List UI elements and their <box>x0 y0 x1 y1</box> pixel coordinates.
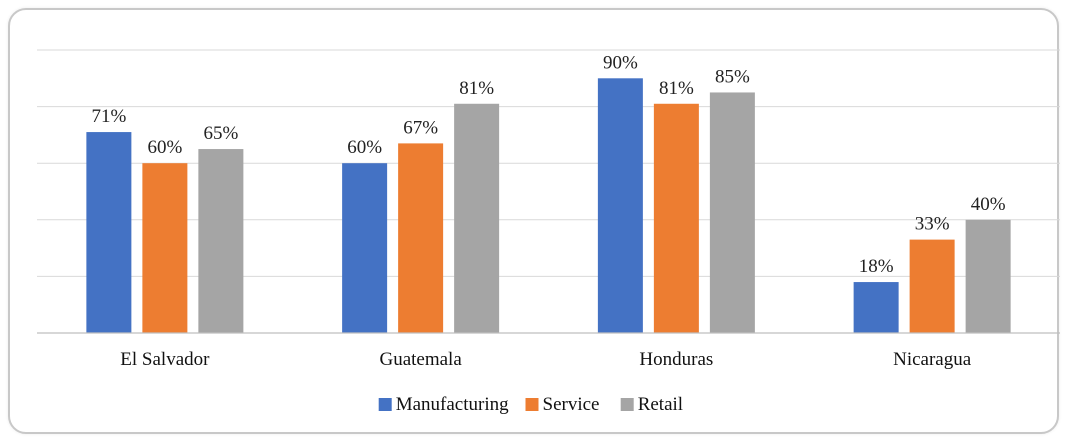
data-label: 60% <box>347 137 382 158</box>
bar-manufacturing-honduras <box>597 78 643 333</box>
data-label: 90% <box>603 52 638 73</box>
data-labels: 71% 60% 65% 60% 67% 81% 90% 81% 85% 18% 33% 40% <box>91 52 1005 277</box>
bars <box>86 78 1011 334</box>
x-tick-label: Guatemala <box>379 349 462 370</box>
bar-service-el-salvador <box>142 163 188 333</box>
legend-swatch-retail <box>620 398 634 411</box>
data-label: 81% <box>659 78 694 99</box>
bar-service-honduras <box>653 103 699 334</box>
legend-swatch-manufacturing <box>378 398 392 411</box>
bar-retail-honduras <box>709 92 755 333</box>
bar-service-guatemala <box>398 143 444 333</box>
data-label: 71% <box>91 106 126 127</box>
data-label: 85% <box>715 66 750 87</box>
data-label: 60% <box>147 137 182 158</box>
data-label: 81% <box>459 78 494 99</box>
bar-service-nicaragua <box>909 239 955 333</box>
bar-retail-nicaragua <box>965 219 1011 333</box>
data-label: 65% <box>203 123 238 144</box>
gridlines <box>37 49 1060 277</box>
legend-label-service: Service <box>543 394 600 415</box>
bar-manufacturing-el-salvador <box>86 132 132 333</box>
legend-label-manufacturing: Manufacturing <box>396 394 509 415</box>
data-label: 40% <box>971 194 1006 215</box>
bar-retail-el-salvador <box>198 149 244 333</box>
x-tick-label: Honduras <box>639 349 713 370</box>
bar-retail-guatemala <box>454 103 500 334</box>
x-tick-label: El Salvador <box>120 349 210 370</box>
data-label: 18% <box>859 256 894 277</box>
legend-swatch-service <box>525 398 539 411</box>
legend: Manufacturing Service Retail <box>378 394 683 415</box>
data-label: 67% <box>403 117 438 138</box>
x-tick-label: Nicaragua <box>893 349 972 370</box>
bar-manufacturing-nicaragua <box>853 282 899 333</box>
data-label: 33% <box>915 214 950 235</box>
legend-label-retail: Retail <box>638 394 683 415</box>
bar-manufacturing-guatemala <box>342 163 388 333</box>
